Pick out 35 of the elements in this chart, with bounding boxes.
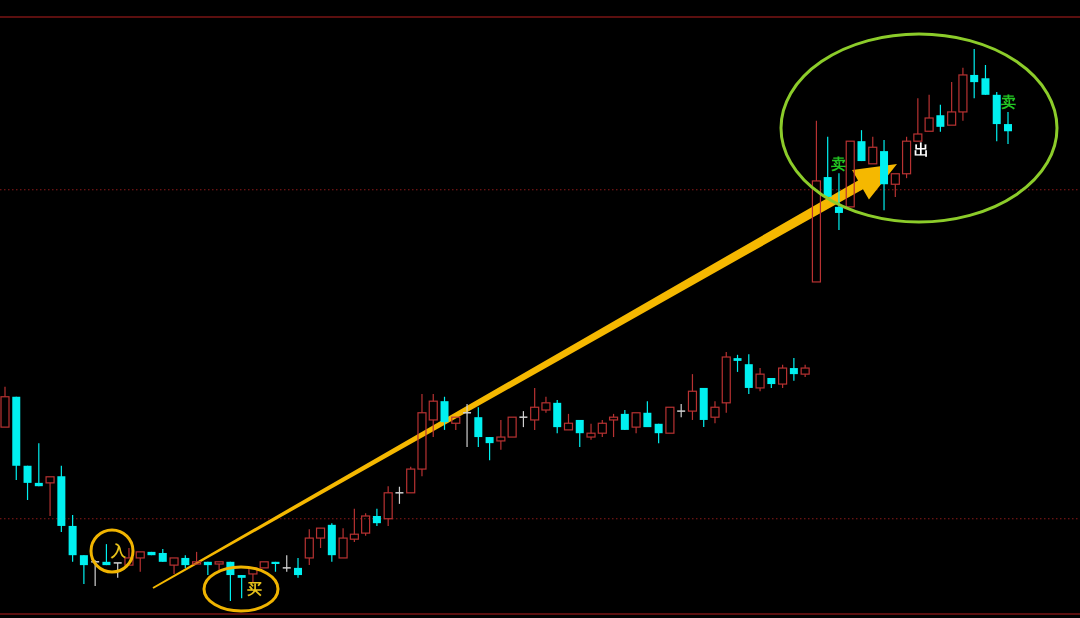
candlestick	[485, 436, 494, 461]
candlestick	[586, 423, 596, 441]
candlestick	[417, 393, 427, 477]
annotation: 买	[246, 580, 262, 598]
candlestick	[936, 104, 945, 133]
candlestick	[294, 557, 303, 579]
candlestick	[744, 353, 753, 395]
candlestick	[800, 364, 810, 378]
annotation: 卖	[1000, 93, 1016, 111]
candlestick	[474, 406, 483, 448]
candlestick	[541, 396, 551, 414]
candlestick	[710, 400, 720, 424]
candlestick	[34, 442, 43, 487]
candlestick	[372, 508, 381, 527]
candlestick	[857, 129, 866, 162]
candlestick	[823, 136, 832, 198]
candlestick	[203, 561, 212, 576]
candlestick	[237, 574, 246, 599]
annotation: 出	[913, 141, 929, 159]
candlestick	[755, 367, 765, 392]
candlestick	[620, 409, 629, 431]
candlestick	[834, 172, 843, 231]
annotation: 入	[109, 542, 127, 560]
candlestick	[643, 400, 652, 428]
candlestick	[970, 48, 979, 99]
candlestick	[981, 64, 990, 96]
candlestick	[79, 554, 88, 585]
candlestick	[462, 403, 472, 448]
candlestick	[789, 357, 798, 382]
candlestick	[575, 419, 584, 448]
candlestick	[440, 396, 449, 431]
annotation: 卖	[830, 155, 846, 173]
candlestick	[23, 465, 32, 501]
candlestick	[1004, 111, 1012, 145]
candlestick	[958, 67, 968, 122]
